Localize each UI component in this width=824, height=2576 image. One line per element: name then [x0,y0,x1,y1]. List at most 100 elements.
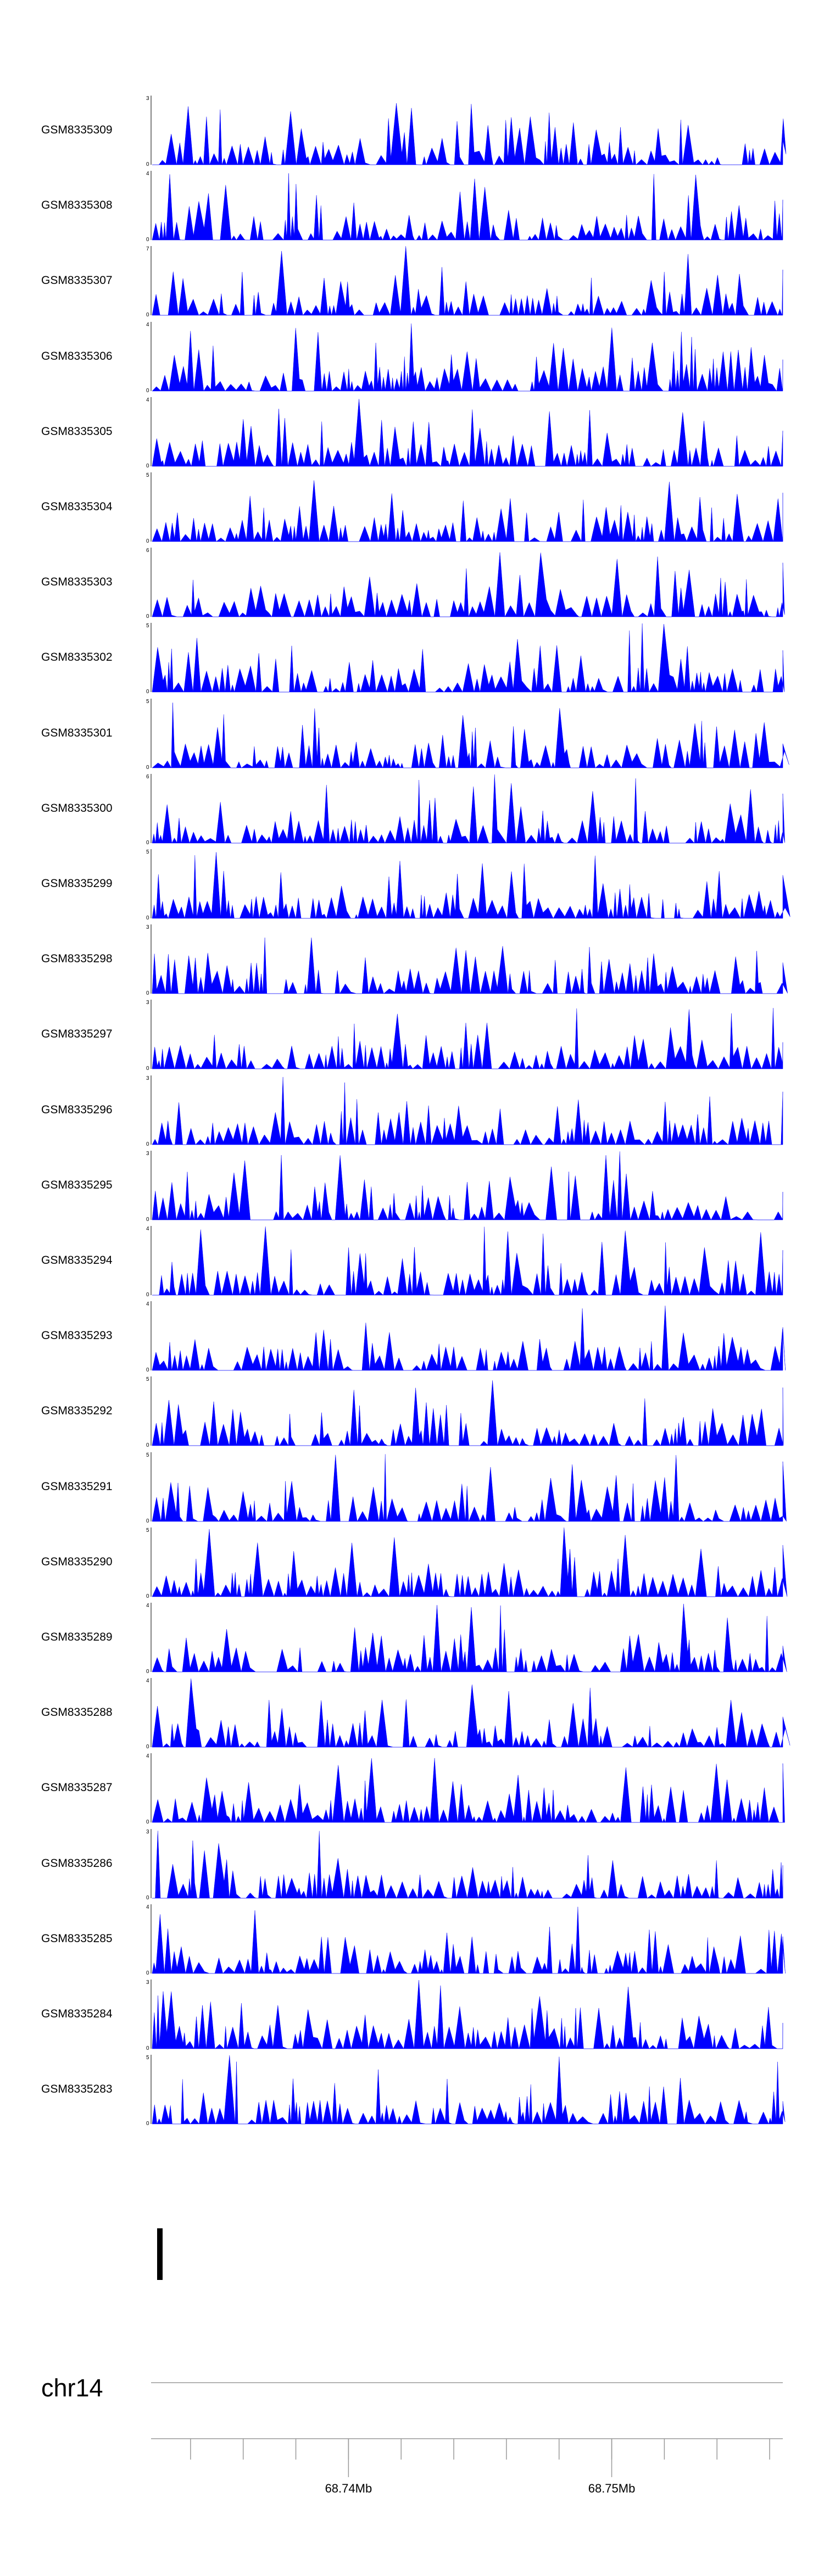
track-GSM8335284: GSM8335284 3 0 [0,1980,824,2055]
track-label: GSM8335296 [41,1103,113,1116]
coverage-area [152,1380,784,1447]
track-plot: 40 [146,397,783,469]
coverage-area [152,623,785,693]
track-label: GSM8335305 [41,425,113,438]
y-tick-min: 0 [146,1895,149,1901]
track-GSM8335298: GSM8335298 3 0 [0,924,824,1000]
track-GSM8335309: GSM8335309 3 0 [0,96,824,171]
track-plot: 50 [146,1527,788,1599]
genome-axis: 68.74Mb 68.75Mb [151,2382,783,2495]
track-label: GSM8335289 [41,1631,113,1643]
track-plot: 50 [146,1376,784,1448]
track-label: GSM8335286 [41,1856,113,1870]
track-GSM8335292: GSM8335292 5 0 [0,1376,824,1452]
y-tick-max: 5 [146,472,149,478]
track-GSM8335297: GSM8335297 3 0 [0,1000,824,1075]
y-tick-max: 4 [146,1603,149,1609]
track-plot: 50 [146,472,783,544]
coverage-area [152,1151,783,1220]
coverage-area [152,480,783,542]
track-plot: 50 [146,698,789,771]
track-GSM8335307: GSM8335307 7 0 [0,246,824,321]
y-tick-min: 0 [146,2121,149,2127]
coverage-area [152,552,785,618]
track-GSM8335299: GSM8335299 5 0 [0,849,824,924]
coverage-area [152,702,789,768]
track-label: GSM8335297 [41,1028,113,1041]
y-tick-max: 5 [146,849,149,855]
track-label: GSM8335308 [41,199,113,212]
y-tick-max: 3 [146,1151,149,1157]
y-tick-min: 0 [146,1744,149,1750]
y-tick-min: 0 [146,161,149,168]
x-tick-label: 68.75Mb [588,2482,636,2495]
track-label: GSM8335284 [41,2008,113,2020]
y-tick-min: 0 [146,1819,149,1825]
track-GSM8335306: GSM8335306 4 0 [0,321,824,397]
track-GSM8335287: GSM8335287 4 0 [0,1753,824,1828]
track-label: GSM8335309 [41,124,113,136]
track-plot: 50 [146,623,785,695]
coverage-area [152,323,783,392]
y-tick-min: 0 [146,1518,149,1524]
coverage-area [152,1830,783,1899]
y-tick-max: 4 [146,1226,149,1232]
y-tick-min: 0 [146,2045,149,2051]
y-tick-min: 0 [146,1593,149,1599]
track-plot: 30 [146,924,788,996]
y-tick-min: 0 [146,1970,149,1976]
track-label: GSM8335302 [41,651,113,664]
y-tick-max: 5 [146,623,149,629]
y-tick-max: 4 [146,1301,149,1307]
track-label: GSM8335291 [41,1480,113,1493]
track-GSM8335283: GSM8335283 5 0 [0,2055,824,2130]
y-tick-min: 0 [146,915,149,921]
y-tick-max: 5 [146,1452,149,1458]
coverage-area [152,103,787,165]
track-GSM8335289: GSM8335289 4 0 [0,1603,824,1678]
track-GSM8335308: GSM8335308 4 0 [0,171,824,246]
track-plot: 40 [146,1301,786,1373]
track-plot: 50 [146,2055,786,2127]
coverage-area [152,1906,786,1974]
coverage-area [152,1679,790,1748]
track-GSM8335301: GSM8335301 5 0 [0,698,824,774]
y-tick-min: 0 [146,1669,149,1675]
y-tick-max: 4 [146,397,149,403]
track-GSM8335296: GSM8335296 3 0 [0,1075,824,1151]
track-plot: 30 [146,1150,783,1223]
track-GSM8335305: GSM8335305 4 0 [0,397,824,472]
track-plot: 40 [146,1226,783,1298]
coverage-area [152,1758,785,1824]
y-tick-max: 3 [146,1980,149,1986]
track-label: GSM8335294 [41,1254,113,1267]
track-plot: 30 [146,1075,783,1147]
track-GSM8335293: GSM8335293 4 0 [0,1301,824,1376]
y-tick-max: 4 [146,171,149,177]
coverage-area [152,246,783,316]
track-label: GSM8335300 [41,801,113,815]
coverage-area [152,852,790,919]
track-plot: 30 [146,1000,783,1072]
track-GSM8335291: GSM8335291 5 0 [0,1452,824,1527]
track-GSM8335304: GSM8335304 5 0 [0,472,824,548]
track-plot: 40 [146,171,783,243]
y-tick-max: 5 [146,1527,149,1534]
y-tick-min: 0 [146,463,149,469]
y-tick-max: 3 [146,1075,149,1081]
y-tick-max: 3 [146,96,149,102]
y-tick-min: 0 [146,614,149,620]
y-tick-max: 5 [146,2055,149,2061]
y-tick-max: 5 [146,1376,149,1382]
coverage-area [152,399,783,467]
y-tick-min: 0 [146,990,149,996]
y-tick-min: 0 [146,388,149,394]
y-tick-max: 4 [146,1753,149,1759]
track-label: GSM8335295 [41,1178,113,1191]
track-plot: 40 [146,1678,790,1750]
y-tick-min: 0 [146,689,149,695]
y-tick-max: 3 [146,924,149,930]
track-label: GSM8335298 [41,952,113,966]
track-label: GSM8335288 [41,1706,113,1719]
y-tick-min: 0 [146,538,149,544]
